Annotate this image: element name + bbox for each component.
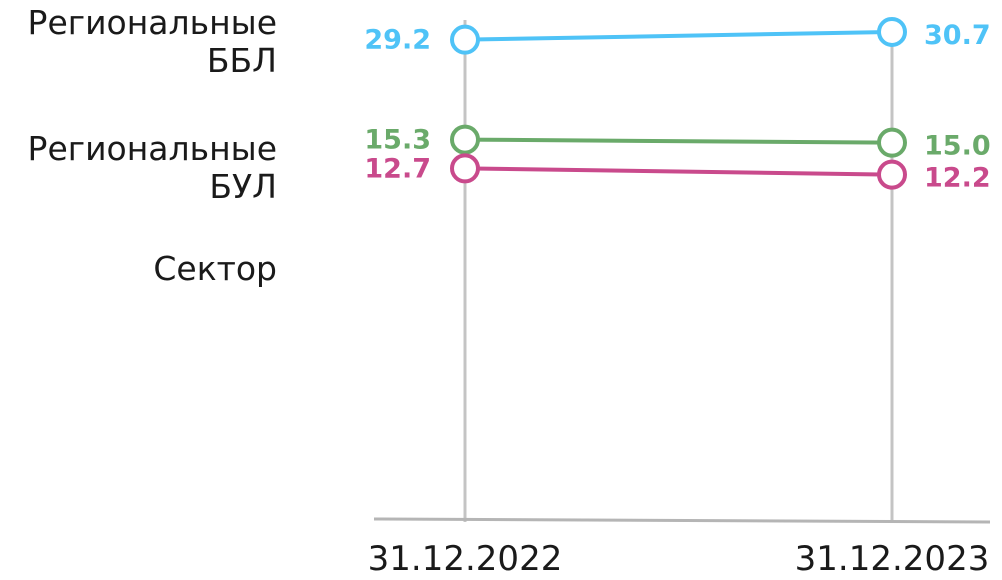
data-point-marker	[450, 124, 480, 155]
x-tick-labels: 31.12.2022 31.12.2023	[368, 539, 990, 579]
data-point-marker	[450, 24, 480, 55]
data-point-marker	[877, 16, 907, 47]
data-point-marker	[877, 159, 907, 190]
series-name-label: БУЛ	[209, 167, 277, 206]
data-label: 12.7	[364, 153, 431, 184]
series-name-label: ББЛ	[207, 41, 277, 80]
series-name-label: Сектор	[153, 249, 277, 288]
series-name-label: Региональные	[28, 129, 277, 168]
series-line	[464, 137, 893, 145]
data-label: 30.7	[924, 20, 991, 51]
data-label: 15.0	[924, 131, 991, 162]
x-tick-label: 31.12.2023	[795, 539, 990, 579]
data-label: 15.3	[364, 125, 431, 156]
data-point-marker	[877, 127, 907, 158]
x-tick-label: 31.12.2022	[368, 539, 563, 579]
series-markers	[450, 16, 907, 190]
series-lines	[464, 29, 893, 177]
value-labels: 29.2 30.7 15.3 15.0 12.7 12.2	[364, 20, 990, 194]
x-axis-line	[373, 517, 991, 524]
data-label: 12.2	[924, 163, 991, 194]
series-line	[464, 29, 893, 42]
series-name-label: Региональные	[28, 3, 277, 42]
data-point-marker	[450, 153, 480, 184]
vertical-gridlines	[463, 20, 894, 522]
series-line	[464, 166, 893, 177]
data-label: 29.2	[364, 25, 431, 56]
